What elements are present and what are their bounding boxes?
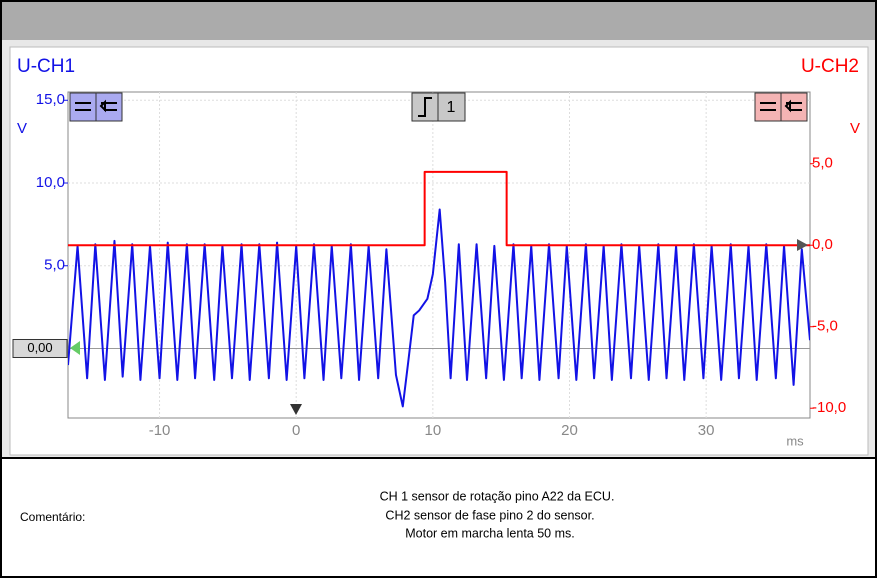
ch2-zero-marker [797, 239, 808, 251]
x-tick-label: 10 [425, 422, 442, 439]
y2-tick-label: -10,0 [812, 399, 846, 416]
icon [760, 99, 802, 113]
plot-area [67, 91, 811, 419]
button[interactable] [754, 92, 782, 122]
y-tick-label: 10,0 [36, 174, 65, 191]
y2-unit: V [850, 120, 860, 137]
zero-box [12, 338, 68, 358]
comment-label: Comentário: [20, 510, 85, 524]
x-tick-label: 0 [292, 422, 300, 439]
trace [68, 170, 810, 247]
x-unit: ms [786, 433, 804, 448]
x-tick-label: -10 [149, 422, 171, 439]
comment-line: CH2 sensor de fase pino 2 do sensor. [385, 508, 594, 522]
y-unit: V [17, 120, 27, 137]
y2-tick-label: 5,0 [812, 155, 833, 172]
x-tick-label: 30 [698, 422, 715, 439]
comment-line: Motor em marcha lenta 50 ms. [405, 526, 575, 540]
trace [68, 208, 810, 408]
y2-tick-label: 0,0 [812, 236, 833, 253]
labels: -10 0 10 20 30 0,00 5,0 10,0 15,0 5,0 0,0 -5,0 -10,0… [12, 56, 860, 448]
comment-line: CH 1 sensor de rotação pino A22 da ECU. [380, 489, 615, 503]
ch1-buttons[interactable] [69, 92, 123, 122]
x-tick-label: 20 [561, 422, 578, 439]
traces [68, 170, 810, 408]
y-axis-title: U-CH1 [17, 56, 75, 77]
icon [75, 99, 117, 113]
y-tick-label: 0,00 [27, 340, 52, 355]
trigger-marker [290, 404, 302, 415]
button[interactable] [69, 92, 97, 122]
y2-tick-label: -5,0 [812, 318, 838, 335]
title-bar [2, 2, 875, 40]
ch2-buttons[interactable] [754, 92, 808, 122]
y-tick-label: 15,0 [36, 91, 65, 108]
button[interactable] [437, 92, 466, 122]
zero-marker [70, 341, 80, 355]
button[interactable] [95, 92, 123, 122]
icon [418, 97, 432, 117]
trigger-label: 1 [447, 99, 456, 116]
y-tick-label: 5,0 [44, 257, 65, 274]
button[interactable] [780, 92, 808, 122]
trigger-button[interactable]: 1 [411, 92, 466, 122]
y2-axis-title: U-CH2 [801, 56, 859, 77]
